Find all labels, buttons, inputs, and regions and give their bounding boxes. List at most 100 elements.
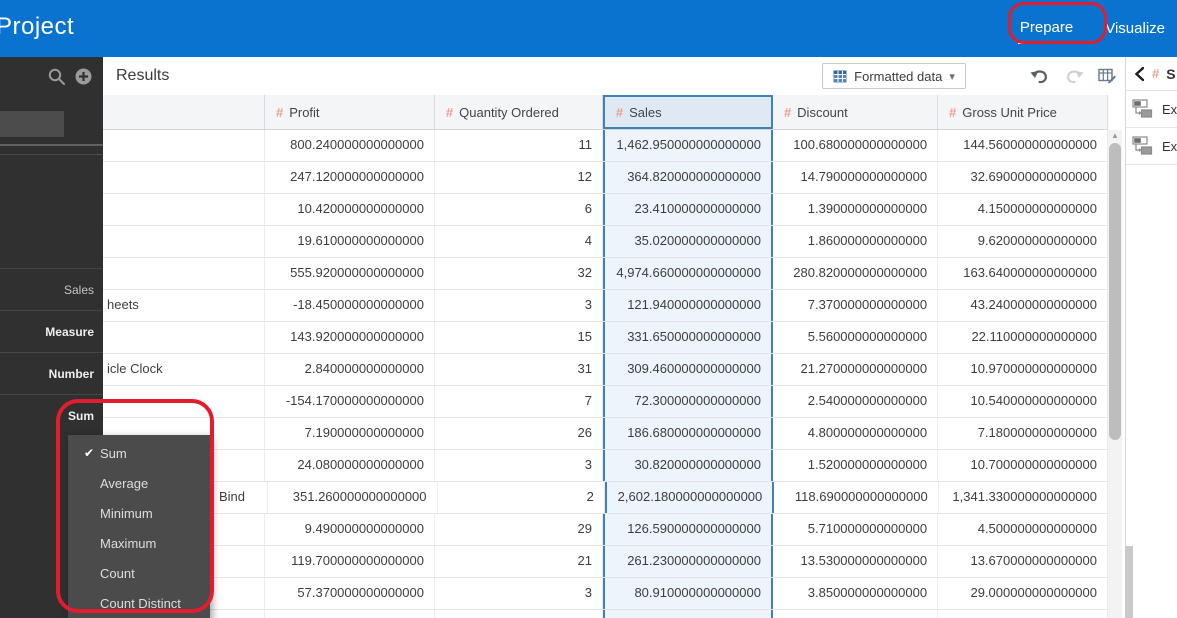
- table-cell-name: [103, 258, 265, 289]
- formatted-data-label: Formatted data: [854, 68, 943, 84]
- table-cell-sales: 30.820000000000000: [602, 450, 773, 481]
- selected-field-highlight[interactable]: [0, 111, 64, 137]
- table-cell-gup: 22.110000000000000: [938, 322, 1108, 353]
- menu-item-sum[interactable]: ✔ Sum: [68, 438, 210, 468]
- tab-visualize[interactable]: Visualize: [1105, 20, 1165, 37]
- table-row-partial: [103, 610, 1108, 618]
- menu-item-label: Maximum: [100, 535, 157, 551]
- vertical-scrollbar[interactable]: ▲: [1108, 130, 1122, 618]
- table-cell-gup: 4.150000000000000: [938, 194, 1108, 225]
- column-header-quantity-ordered[interactable]: # Quantity Ordered: [435, 95, 603, 129]
- column-header-label: Sales: [629, 104, 662, 120]
- menu-item-minimum[interactable]: Minimum: [68, 498, 210, 528]
- formatted-data-dropdown[interactable]: Formatted data ▾: [822, 63, 966, 89]
- table-cell-sales: 126.590000000000000: [602, 514, 773, 545]
- table-cell-qty: 7: [435, 386, 603, 417]
- table-cell-discount: 280.820000000000000: [773, 258, 939, 289]
- column-header-name[interactable]: [103, 95, 265, 129]
- prepare-step-item[interactable]: Ex: [1126, 91, 1177, 128]
- table-cell-sales: 364.820000000000000: [602, 162, 773, 193]
- table-cell-qty: 3: [435, 450, 603, 481]
- table-row: Bind 351.260000000000000 2 2,602.1800000000…: [103, 482, 1108, 514]
- table-cell-name: [103, 386, 265, 417]
- chevron-left-icon[interactable]: [1134, 66, 1144, 81]
- number-attribute-icon: #: [275, 104, 283, 120]
- table-cell-name: [103, 226, 265, 257]
- table-cell-name: Bind: [103, 482, 269, 513]
- number-attribute-icon: #: [1152, 66, 1159, 81]
- redo-icon[interactable]: [1062, 64, 1085, 87]
- table-cell-gup: [938, 610, 1108, 618]
- table-cell-discount: 1.390000000000000: [773, 194, 939, 225]
- prepare-step-item[interactable]: Ex: [1126, 128, 1177, 165]
- number-attribute-icon: #: [615, 104, 623, 120]
- table-cell-gup: 4.500000000000000: [938, 514, 1108, 545]
- sidebar-icons: [0, 67, 103, 86]
- table-cell-qty: [435, 610, 604, 618]
- table-cell-qty: 4: [435, 226, 603, 257]
- right-panel: # S Ex Ex: [1125, 57, 1177, 618]
- table-cell-gup: 7.180000000000000: [938, 418, 1108, 449]
- column-header-discount[interactable]: # Discount: [773, 95, 939, 129]
- menu-item-average[interactable]: Average: [68, 468, 210, 498]
- table-cell-profit: 7.190000000000000: [265, 418, 435, 449]
- table-row: icle Clock 2.840000000000000 31 309.4600000…: [103, 354, 1108, 386]
- table-cell-gup: 144.560000000000000: [938, 130, 1108, 161]
- table-cell-sales: 186.680000000000000: [602, 418, 773, 449]
- table-cell-qty: 11: [435, 130, 603, 161]
- table-cell-gup: 10.970000000000000: [938, 354, 1108, 385]
- top-bar: Project Prepare Visualize: [0, 0, 1177, 57]
- step-icon: [1132, 99, 1153, 119]
- table-row: 555.920000000000000 32 4,974.6600000000000…: [103, 258, 1108, 290]
- scroll-up-arrow-icon[interactable]: ▲: [1111, 131, 1119, 140]
- table-cell-discount: 13.530000000000000: [773, 546, 939, 577]
- table-cell-name: [103, 418, 265, 449]
- check-icon: ✔: [83, 446, 95, 460]
- property-name-value[interactable]: Sales: [0, 268, 103, 310]
- menu-item-count-distinct[interactable]: Count Distinct: [68, 588, 210, 618]
- tab-prepare[interactable]: Prepare: [1017, 13, 1076, 44]
- table-row: 247.120000000000000 12 364.820000000000000…: [103, 162, 1108, 194]
- field-properties: Sales Measure Number Sum: [0, 268, 103, 436]
- number-attribute-icon: #: [783, 104, 791, 120]
- table-cell-gup: 32.690000000000000: [938, 162, 1108, 193]
- results-table: # Profit # Quantity Ordered # Sales # Di…: [103, 95, 1108, 618]
- table-cell-discount: 7.370000000000000: [773, 290, 939, 321]
- table-cell-sales: [603, 610, 774, 618]
- sidebar-divider: [0, 154, 103, 155]
- menu-item-label: Count Distinct: [100, 595, 181, 611]
- property-treat-as-value[interactable]: Measure: [0, 310, 103, 352]
- table-cell-profit: 57.370000000000000: [265, 578, 435, 609]
- table-cell-profit: [265, 610, 436, 618]
- column-header-profit[interactable]: # Profit: [265, 95, 435, 129]
- table-cell-sales: 23.410000000000000: [602, 194, 773, 225]
- column-header-sales[interactable]: # Sales: [602, 95, 773, 129]
- table-cell-profit: 10.420000000000000: [265, 194, 435, 225]
- table-cell-sales: 121.940000000000000: [602, 290, 773, 321]
- table-cell-name: [103, 610, 266, 618]
- table-cell-discount: 5.710000000000000: [773, 514, 939, 545]
- search-icon[interactable]: [47, 67, 66, 86]
- undo-icon[interactable]: [1028, 64, 1051, 87]
- scrollbar-thumb[interactable]: [1109, 143, 1121, 440]
- table-row: -154.170000000000000 7 72.300000000000000 2…: [103, 386, 1108, 418]
- column-header-gross-unit-price[interactable]: # Gross Unit Price: [938, 95, 1108, 129]
- menu-item-maximum[interactable]: Maximum: [68, 528, 210, 558]
- results-title: Results: [116, 67, 170, 84]
- table-cell-profit: 2.840000000000000: [265, 354, 435, 385]
- menu-item-count[interactable]: Count: [68, 558, 210, 588]
- add-icon[interactable]: [74, 67, 93, 86]
- aggregation-menu: ✔ Sum Average Minimum Maximum Count Coun…: [68, 435, 210, 618]
- edit-data-icon[interactable]: [1096, 64, 1119, 87]
- table-cell-name: [103, 578, 265, 609]
- table-cell-sales: 4,974.660000000000000: [602, 258, 773, 289]
- panel-scrollbar-strip[interactable]: [1125, 546, 1133, 618]
- property-aggregation-value[interactable]: Sum: [0, 394, 103, 436]
- table-cell-gup: 9.620000000000000: [938, 226, 1108, 257]
- table-cell-sales: 80.910000000000000: [602, 578, 773, 609]
- table-cell-discount: 5.560000000000000: [773, 322, 939, 353]
- table-cell-profit: 351.260000000000000: [268, 482, 438, 513]
- property-data-type-value[interactable]: Number: [0, 352, 103, 394]
- table-cell-profit: 143.920000000000000: [265, 322, 435, 353]
